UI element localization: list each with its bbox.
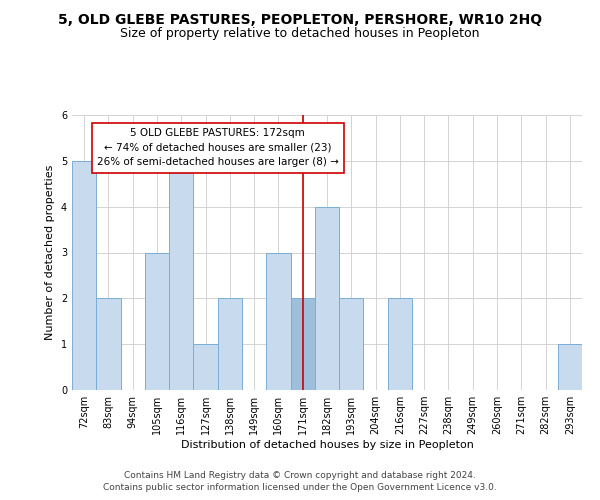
- Bar: [145, 252, 169, 390]
- Bar: [339, 298, 364, 390]
- X-axis label: Distribution of detached houses by size in Peopleton: Distribution of detached houses by size …: [181, 440, 473, 450]
- Bar: [290, 298, 315, 390]
- Bar: [388, 298, 412, 390]
- Bar: [193, 344, 218, 390]
- Text: 5 OLD GLEBE PASTURES: 172sqm
← 74% of detached houses are smaller (23)
26% of se: 5 OLD GLEBE PASTURES: 172sqm ← 74% of de…: [97, 128, 338, 168]
- Bar: [96, 298, 121, 390]
- Y-axis label: Number of detached properties: Number of detached properties: [46, 165, 55, 340]
- Bar: [315, 206, 339, 390]
- Text: 5, OLD GLEBE PASTURES, PEOPLETON, PERSHORE, WR10 2HQ: 5, OLD GLEBE PASTURES, PEOPLETON, PERSHO…: [58, 12, 542, 26]
- Bar: [266, 252, 290, 390]
- Bar: [169, 161, 193, 390]
- Text: Size of property relative to detached houses in Peopleton: Size of property relative to detached ho…: [120, 28, 480, 40]
- Text: Contains HM Land Registry data © Crown copyright and database right 2024.
Contai: Contains HM Land Registry data © Crown c…: [103, 471, 497, 492]
- Bar: [72, 161, 96, 390]
- Bar: [218, 298, 242, 390]
- Bar: [558, 344, 582, 390]
